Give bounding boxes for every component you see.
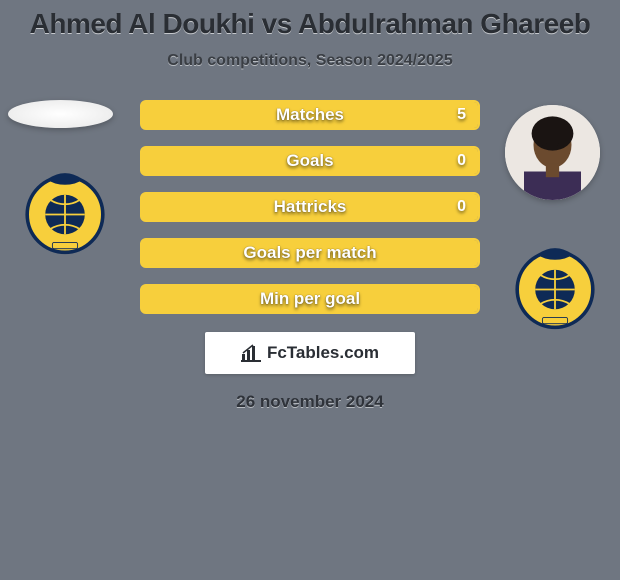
stat-row: Goals 0 [140,146,480,176]
date-text: 26 november 2024 [0,392,620,412]
stat-label: Hattricks [274,197,347,217]
subtitle: Club competitions, Season 2024/2025 [0,52,620,70]
branding-text: FcTables.com [267,343,379,363]
club-right-crest [510,240,600,330]
stat-row: Hattricks 0 [140,192,480,222]
stat-row: Matches 5 [140,100,480,130]
comparison-bars: Matches 5 Goals 0 Hattricks 0 Goals per match M… [140,100,480,314]
comparison-area: Matches 5 Goals 0 Hattricks 0 Goals per match M… [0,100,620,314]
branding-box: FcTables.com [205,332,415,374]
player-left-avatar [8,100,113,128]
stat-value-right: 0 [457,198,466,216]
page-title: Ahmed Al Doukhi vs Abdulrahman Ghareeb [0,0,620,40]
stat-label: Matches [276,105,344,125]
stat-row: Goals per match [140,238,480,268]
stat-value-right: 0 [457,152,466,170]
player-right-avatar [505,105,600,200]
club-left-crest [20,165,110,255]
stat-value-right: 5 [457,106,466,124]
stat-label: Min per goal [260,289,360,309]
stat-label: Goals per match [243,243,376,263]
stat-row: Min per goal [140,284,480,314]
stat-label: Goals [286,151,333,171]
bar-chart-icon [241,344,261,362]
